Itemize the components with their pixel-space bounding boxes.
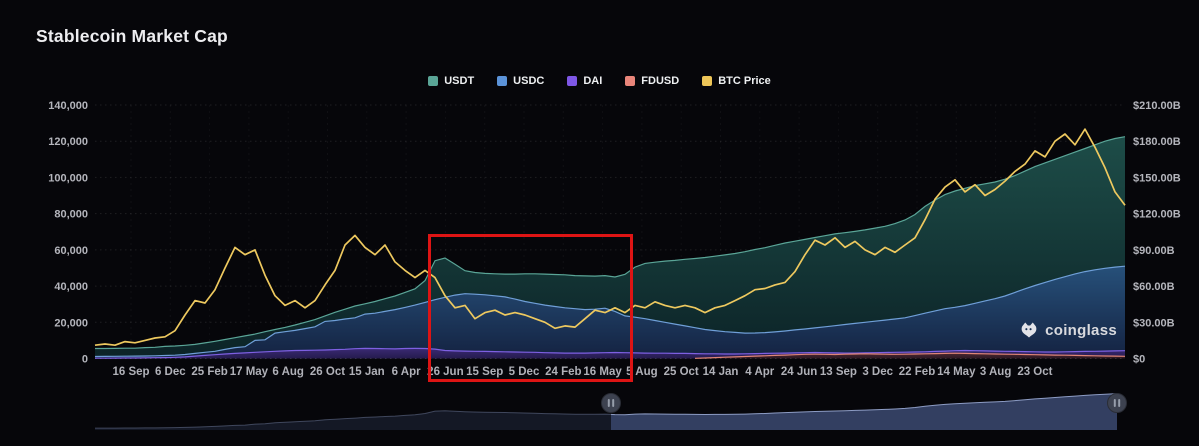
coinglass-watermark: coinglass (1020, 321, 1117, 339)
x-axis-label: 22 Feb (899, 366, 935, 378)
x-axis-label: 15 Sep (466, 366, 503, 378)
navigator-area-selected (611, 393, 1117, 430)
x-axis-label: 14 Jan (703, 366, 739, 378)
legend-item-usdt[interactable]: USDT (428, 75, 474, 87)
x-axis-label: 16 May (583, 366, 622, 378)
legend-item-fdusd[interactable]: FDUSD (625, 75, 679, 87)
legend-item-dai[interactable]: DAI (567, 75, 602, 87)
x-axis-label: 23 Oct (1017, 366, 1052, 378)
y-axis-label-right: $90.00B (1133, 245, 1175, 257)
x-axis-label: 6 Dec (155, 366, 186, 378)
x-axis-label: 24 Jun (781, 366, 817, 378)
y-axis-label-right: $60.00B (1133, 281, 1175, 293)
x-axis-label: 14 May (937, 366, 976, 378)
x-axis-label: 3 Aug (980, 366, 1012, 378)
x-axis-label: 4 Apr (745, 366, 774, 378)
chart-legend: USDT USDC DAI FDUSD BTC Price (0, 75, 1199, 87)
x-axis-label: 5 Aug (626, 366, 658, 378)
x-axis-label: 26 Oct (310, 366, 345, 378)
y-axis-label-left: 80,000 (54, 209, 88, 221)
x-axis-label: 5 Dec (509, 366, 540, 378)
range-navigator[interactable] (95, 393, 1125, 431)
legend-label: USDC (513, 75, 545, 87)
navigator-handle-right[interactable] (1107, 393, 1127, 413)
legend-swatch-icon (702, 76, 713, 86)
x-axis-label: 6 Aug (272, 366, 304, 378)
legend-label: FDUSD (641, 75, 680, 87)
x-axis-label: 25 Oct (664, 366, 699, 378)
y-axis-label-left: 100,000 (48, 172, 88, 184)
y-axis-label-right: $0 (1133, 354, 1145, 366)
legend-swatch-icon (428, 76, 439, 86)
legend-label: USDT (444, 75, 475, 87)
page-title: Stablecoin Market Cap (36, 26, 228, 46)
y-axis-label-left: 140,000 (48, 100, 88, 112)
x-axis-label: 26 Jun (427, 366, 463, 378)
y-axis-label-left: 40,000 (54, 281, 88, 293)
x-axis-label: 16 Sep (112, 366, 149, 378)
coinglass-logo-icon (1021, 322, 1037, 338)
y-axis-label-left: 120,000 (48, 136, 88, 148)
y-axis-label-right: $120.00B (1133, 209, 1181, 221)
y-axis-label-right: $30.00B (1133, 317, 1175, 329)
y-axis-label-right: $210.00B (1133, 100, 1181, 112)
navigator-area-dim (95, 410, 611, 430)
navigator-line-selected (611, 393, 1117, 416)
watermark-label: coinglass (1045, 321, 1117, 339)
x-axis-label: 6 Apr (392, 366, 421, 378)
x-axis-label: 17 May (230, 366, 269, 378)
legend-swatch-icon (567, 76, 578, 86)
legend-label: DAI (583, 75, 603, 87)
y-axis-label-right: $180.00B (1133, 136, 1181, 148)
btc-price-line (94, 128, 1126, 347)
x-axis-label: 15 Jan (349, 366, 385, 378)
area-edge-usdt (95, 136, 1126, 350)
legend-label: BTC Price (718, 75, 771, 87)
area-usdt (95, 136, 1125, 359)
x-axis-label: 13 Sep (820, 366, 857, 378)
area-usdc (95, 266, 1125, 359)
legend-swatch-icon (497, 76, 508, 86)
y-axis-label-right: $150.00B (1133, 172, 1181, 184)
legend-swatch-icon (625, 76, 636, 86)
legend-item-usdc[interactable]: USDC (497, 75, 544, 87)
navigator-handle-left[interactable] (601, 393, 621, 413)
x-axis-label: 24 Feb (545, 366, 581, 378)
area-edge-fdusd (694, 352, 1126, 359)
y-axis-label-left: 20,000 (54, 317, 88, 329)
x-axis-label: 3 Dec (862, 366, 893, 378)
legend-item-btc-price[interactable]: BTC Price (702, 75, 771, 87)
x-axis-label: 25 Feb (191, 366, 227, 378)
navigator-line-dim (95, 410, 611, 429)
y-axis-label-left: 60,000 (54, 245, 88, 257)
area-edge-dai (95, 347, 1126, 359)
y-axis-label-left: 0 (82, 354, 88, 366)
